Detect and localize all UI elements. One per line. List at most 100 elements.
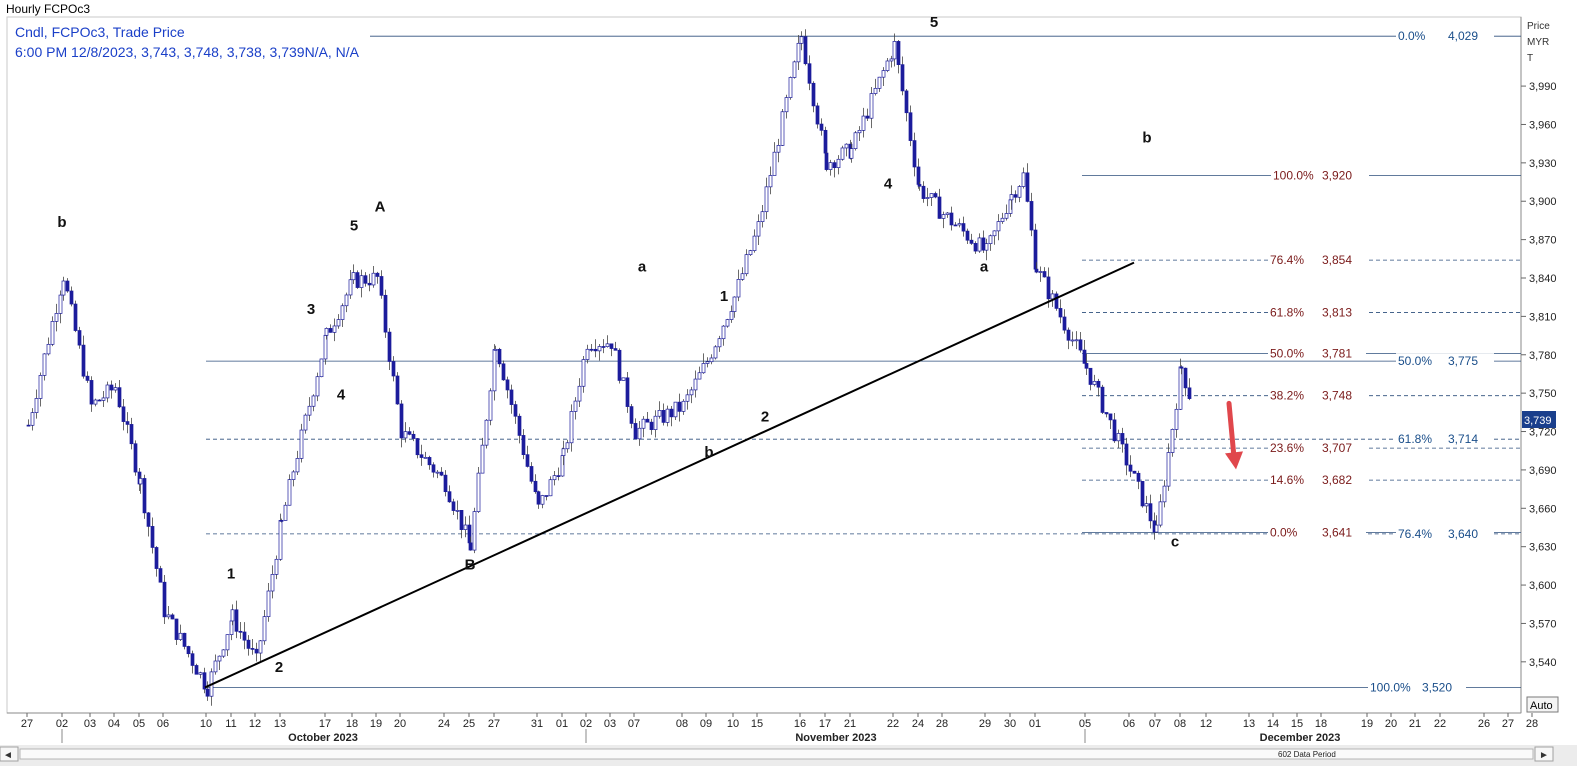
x-tick-label: 15	[1291, 718, 1303, 730]
candle-body	[705, 361, 710, 364]
candle-body	[865, 115, 870, 119]
candle-body	[492, 349, 497, 392]
candle-body	[221, 649, 226, 657]
candle-body	[593, 348, 598, 352]
candle-body	[929, 193, 934, 198]
candle-body	[1120, 433, 1125, 445]
x-tick-label: 09	[700, 718, 712, 730]
candle-body	[30, 412, 35, 426]
candle-body	[336, 319, 341, 327]
x-tick-label: 22	[1434, 718, 1446, 730]
scroll-right-button[interactable]	[1534, 746, 1554, 762]
candle-body	[701, 363, 706, 374]
candle-body	[234, 609, 239, 632]
candle-body	[916, 166, 921, 185]
candle-body	[796, 42, 801, 63]
candle-body	[1170, 429, 1175, 453]
candle-body	[121, 406, 126, 422]
x-tick-label: 01	[556, 718, 568, 730]
candle-body	[1034, 268, 1039, 273]
candle-body	[569, 411, 574, 444]
candle-body	[601, 346, 606, 348]
candle-body	[1058, 308, 1063, 318]
candle-body	[556, 475, 561, 477]
x-tick-label: 08	[676, 718, 688, 730]
candle-body	[250, 648, 255, 650]
y-tick-label: 3,540	[1529, 657, 1557, 669]
candle-body	[732, 296, 737, 312]
candle-body	[205, 688, 210, 697]
fib-label-pct-4: 50.0%	[1270, 346, 1304, 360]
scrollbar-thumb[interactable]	[19, 748, 1534, 760]
candle-body	[981, 237, 986, 251]
candle-body	[613, 348, 618, 351]
candle-body	[1062, 316, 1067, 331]
fib-label-pct-3: 61.8%	[1270, 306, 1304, 320]
x-tick-label: 26	[1478, 718, 1490, 730]
y-tick-label: 3,810	[1529, 311, 1557, 323]
candle-body	[61, 280, 66, 296]
candle-body	[945, 212, 950, 215]
price-header-3: T	[1527, 53, 1533, 64]
fib-label-value-5: 3,775	[1448, 354, 1478, 368]
y-tick-label: 3,990	[1529, 81, 1557, 93]
candle-body	[1158, 501, 1163, 526]
candle-body	[949, 212, 954, 226]
fib-label-value-9: 3,682	[1322, 473, 1352, 487]
wave-label-b: b	[704, 444, 713, 461]
candle-body	[849, 148, 854, 159]
candle-body	[561, 448, 566, 456]
candle-body	[625, 377, 630, 407]
candle-body	[840, 147, 845, 160]
candle-body	[1166, 452, 1171, 487]
x-tick-label: 04	[108, 718, 120, 730]
fib-label-bg-0	[1396, 28, 1494, 44]
candle-body	[1154, 524, 1159, 533]
candle-body	[661, 410, 666, 423]
candle-body	[348, 279, 353, 296]
candle-body	[142, 478, 147, 514]
fib-label-bg-11	[1396, 525, 1494, 541]
arrow-head	[1225, 451, 1243, 470]
candle-body	[565, 442, 570, 450]
x-axis: 27 02 03 04 05 06 10 11 12 13 17 18 19 20 24 25 27 31 01 02…	[7, 712, 1538, 744]
x-tick-label: 11	[225, 718, 236, 730]
candle-body	[633, 423, 638, 440]
candle-body	[1108, 413, 1113, 421]
x-tick-label: 06	[1123, 718, 1135, 730]
candle-body	[788, 77, 793, 98]
x-tick-label: 08	[1174, 718, 1186, 730]
info-line-2: 6:00 PM 12/8/2023, 3,743, 3,748, 3,738, …	[15, 44, 360, 60]
candle-body	[190, 653, 195, 666]
auto-button[interactable]	[1526, 696, 1559, 713]
fib-label-value-10: 3,641	[1322, 526, 1352, 540]
candle-body	[375, 272, 380, 277]
candle-body	[359, 275, 364, 288]
candle-body	[291, 471, 296, 480]
candle-body	[50, 321, 55, 345]
scroll-left-button[interactable]	[0, 746, 19, 762]
candle-body	[776, 145, 781, 153]
fib-label-bg-5	[1396, 353, 1494, 369]
candle-body	[573, 400, 578, 412]
candle-body	[689, 389, 694, 396]
candle-body	[311, 395, 316, 407]
candle-body	[403, 431, 408, 439]
candle-body	[665, 408, 670, 423]
x-tick-label: 15	[751, 718, 763, 730]
candle-body	[113, 387, 118, 391]
candle-body	[803, 36, 808, 65]
candle-body	[150, 526, 155, 548]
fib-label-value-7: 3,714	[1448, 432, 1478, 446]
candle-body	[965, 230, 970, 241]
candle-body	[857, 130, 862, 134]
fib-label-bg-2	[1268, 252, 1366, 268]
candle-body	[427, 457, 432, 466]
candle-body	[772, 151, 777, 176]
candle-body	[46, 343, 51, 355]
candle-body	[158, 568, 163, 583]
candle-body	[1038, 271, 1043, 273]
wave-label-2: 2	[275, 659, 283, 676]
